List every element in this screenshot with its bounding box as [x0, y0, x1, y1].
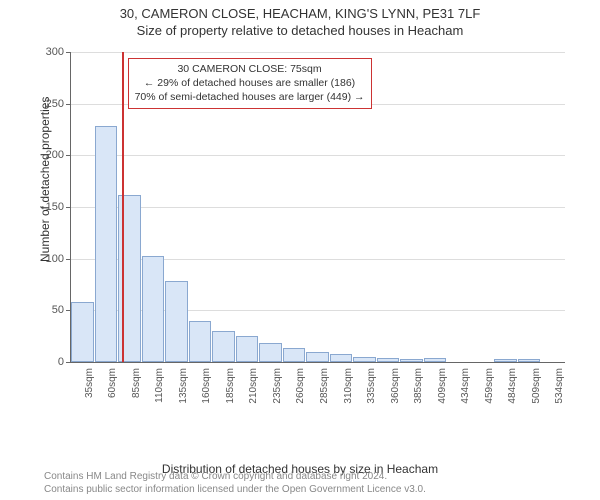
xtick-label: 534sqm — [554, 368, 565, 408]
xtick-label: 35sqm — [84, 368, 95, 408]
histogram-bar — [259, 343, 282, 362]
ytick-mark — [66, 155, 70, 156]
xtick-label: 60sqm — [107, 368, 118, 408]
histogram-bar — [424, 358, 447, 362]
xtick-label: 459sqm — [484, 368, 495, 408]
xtick-label: 409sqm — [437, 368, 448, 408]
histogram-bar — [212, 331, 235, 362]
xtick-label: 310sqm — [343, 368, 354, 408]
histogram-bar — [400, 359, 423, 362]
histogram-bar — [71, 302, 94, 362]
chart-area: Number of detached properties 30 CAMERON… — [44, 52, 564, 392]
xtick-label: 210sqm — [248, 368, 259, 408]
xtick-label: 385sqm — [413, 368, 424, 408]
xtick-label: 235sqm — [272, 368, 283, 408]
ytick-label: 150 — [34, 201, 64, 213]
plot-region: 30 CAMERON CLOSE: 75sqm← 29% of detached… — [70, 52, 565, 363]
histogram-bar — [330, 354, 353, 362]
ytick-label: 300 — [34, 46, 64, 58]
ytick-label: 250 — [34, 98, 64, 110]
xtick-label: 434sqm — [460, 368, 471, 408]
footer-line1: Contains HM Land Registry data © Crown c… — [44, 470, 426, 483]
xtick-label: 285sqm — [319, 368, 330, 408]
ytick-label: 0 — [34, 356, 64, 368]
ytick-label: 200 — [34, 149, 64, 161]
ytick-mark — [66, 310, 70, 311]
histogram-bar — [353, 357, 376, 362]
histogram-bar — [189, 321, 212, 362]
annotation-line2: ← 29% of detached houses are smaller (18… — [135, 76, 365, 90]
annotation-line3: 70% of semi-detached houses are larger (… — [135, 90, 365, 104]
annotation-box: 30 CAMERON CLOSE: 75sqm← 29% of detached… — [128, 58, 372, 109]
xtick-label: 360sqm — [390, 368, 401, 408]
annotation-line1: 30 CAMERON CLOSE: 75sqm — [135, 62, 365, 76]
gridline — [71, 52, 565, 53]
histogram-bar — [236, 336, 259, 362]
ytick-mark — [66, 104, 70, 105]
xtick-label: 110sqm — [154, 368, 165, 408]
xtick-label: 85sqm — [131, 368, 142, 408]
histogram-bar — [518, 359, 541, 362]
gridline — [71, 207, 565, 208]
histogram-bar — [377, 358, 400, 362]
histogram-bar — [142, 256, 165, 362]
xtick-label: 185sqm — [225, 368, 236, 408]
xtick-label: 135sqm — [178, 368, 189, 408]
ytick-mark — [66, 207, 70, 208]
title-subtitle: Size of property relative to detached ho… — [0, 23, 600, 38]
xtick-label: 484sqm — [507, 368, 518, 408]
footer-attribution: Contains HM Land Registry data © Crown c… — [44, 470, 426, 496]
chart-titles: 30, CAMERON CLOSE, HEACHAM, KING'S LYNN,… — [0, 0, 600, 38]
histogram-bar — [306, 352, 329, 362]
histogram-bar — [95, 126, 118, 362]
histogram-bar — [494, 359, 517, 362]
xtick-label: 160sqm — [201, 368, 212, 408]
ytick-mark — [66, 259, 70, 260]
xtick-label: 509sqm — [531, 368, 542, 408]
gridline — [71, 155, 565, 156]
ytick-mark — [66, 52, 70, 53]
ytick-label: 100 — [34, 253, 64, 265]
title-address: 30, CAMERON CLOSE, HEACHAM, KING'S LYNN,… — [0, 6, 600, 21]
reference-marker — [122, 52, 124, 362]
footer-line2: Contains public sector information licen… — [44, 483, 426, 496]
xtick-label: 260sqm — [295, 368, 306, 408]
ytick-mark — [66, 362, 70, 363]
y-axis-label: Number of detached properties — [38, 97, 52, 262]
xtick-label: 335sqm — [366, 368, 377, 408]
histogram-bar — [165, 281, 188, 362]
ytick-label: 50 — [34, 304, 64, 316]
histogram-bar — [283, 348, 306, 362]
